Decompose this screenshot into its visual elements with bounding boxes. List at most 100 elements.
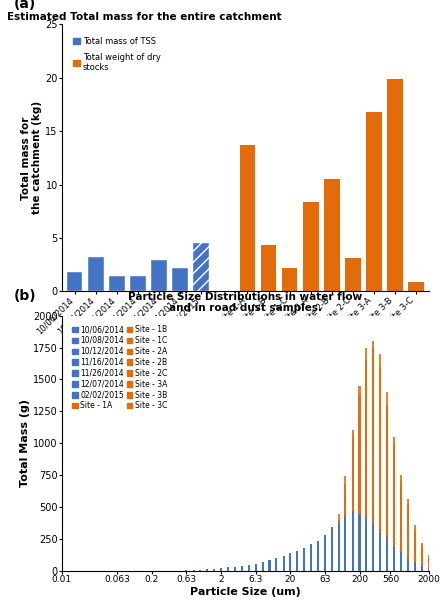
Bar: [365, 534, 367, 571]
Bar: [372, 541, 374, 571]
Bar: [296, 562, 298, 571]
Bar: [213, 570, 215, 571]
Bar: [428, 557, 430, 571]
Bar: [296, 568, 298, 571]
Bar: [324, 555, 326, 571]
Bar: [303, 562, 305, 571]
Bar: [282, 566, 285, 571]
Bar: [331, 545, 333, 571]
Bar: [275, 569, 277, 571]
Bar: [338, 532, 340, 571]
Bar: [227, 569, 229, 571]
Bar: [268, 570, 271, 571]
Bar: [352, 469, 354, 571]
Bar: [289, 566, 291, 571]
Bar: [365, 407, 367, 571]
Bar: [289, 564, 291, 571]
Bar: [407, 522, 409, 571]
Bar: [393, 471, 395, 571]
Bar: [407, 529, 409, 571]
Bar: [213, 570, 215, 571]
Bar: [317, 541, 319, 571]
Bar: [407, 558, 409, 571]
Bar: [213, 570, 215, 571]
Bar: [317, 564, 319, 571]
Bar: [386, 557, 388, 571]
Bar: [261, 245, 276, 291]
Bar: [338, 537, 340, 571]
Bar: [310, 565, 312, 571]
Bar: [199, 570, 202, 571]
Bar: [365, 537, 367, 571]
Bar: [386, 558, 388, 571]
Bar: [130, 276, 146, 291]
Bar: [289, 569, 291, 571]
Bar: [400, 488, 402, 571]
Bar: [379, 405, 381, 571]
Bar: [421, 555, 423, 571]
Bar: [227, 569, 229, 571]
Bar: [344, 507, 347, 571]
Bar: [393, 463, 395, 571]
Bar: [303, 565, 305, 571]
Bar: [365, 347, 367, 571]
Bar: [255, 568, 257, 571]
Bar: [338, 532, 340, 571]
Bar: [344, 549, 347, 571]
Bar: [227, 569, 229, 571]
Bar: [282, 268, 297, 291]
Bar: [282, 569, 285, 571]
Bar: [344, 507, 347, 571]
Bar: [372, 386, 374, 571]
Bar: [241, 569, 243, 571]
Bar: [282, 569, 285, 571]
Bar: [220, 568, 222, 571]
Bar: [248, 568, 250, 571]
X-axis label: Particle Size (um): Particle Size (um): [190, 586, 301, 597]
Bar: [220, 569, 222, 571]
Bar: [372, 361, 374, 571]
Bar: [296, 567, 298, 571]
Bar: [386, 437, 388, 571]
Bar: [352, 545, 354, 571]
Bar: [344, 494, 347, 571]
Bar: [414, 536, 415, 571]
Bar: [365, 398, 367, 571]
Bar: [282, 565, 285, 571]
Bar: [352, 546, 354, 571]
Bar: [275, 569, 277, 571]
Bar: [344, 548, 347, 571]
Bar: [303, 567, 305, 571]
Bar: [289, 564, 291, 571]
Bar: [282, 565, 285, 571]
Bar: [310, 561, 312, 571]
Bar: [428, 560, 430, 571]
Bar: [234, 569, 236, 571]
Bar: [407, 509, 409, 571]
Bar: [331, 527, 333, 571]
Bar: [344, 551, 347, 571]
Bar: [358, 463, 361, 571]
Bar: [324, 179, 339, 291]
Bar: [344, 500, 347, 571]
Bar: [338, 551, 340, 571]
Bar: [268, 570, 271, 571]
Bar: [400, 552, 402, 571]
Bar: [393, 486, 395, 571]
Bar: [255, 568, 257, 571]
Bar: [379, 549, 381, 571]
Bar: [296, 567, 298, 571]
Bar: [268, 566, 271, 571]
Bar: [220, 570, 222, 571]
Bar: [310, 565, 312, 571]
Bar: [421, 553, 423, 571]
Bar: [421, 545, 423, 571]
Bar: [393, 566, 395, 571]
Bar: [241, 569, 243, 571]
Bar: [289, 565, 291, 571]
Bar: [310, 565, 312, 571]
Bar: [310, 561, 312, 571]
Bar: [296, 563, 298, 571]
Bar: [317, 563, 319, 571]
Bar: [338, 520, 340, 571]
